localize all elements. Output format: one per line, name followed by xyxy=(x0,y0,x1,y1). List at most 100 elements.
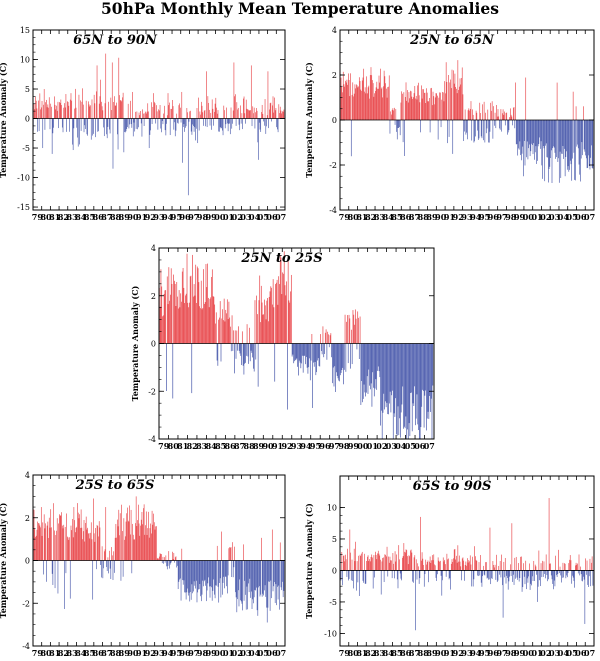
x-tick-label: 04 xyxy=(249,648,261,658)
bar xyxy=(521,120,522,161)
x-tick-label: 88 xyxy=(244,441,256,451)
bar xyxy=(431,555,433,571)
bar xyxy=(109,560,111,569)
bar xyxy=(143,118,145,126)
bar xyxy=(505,113,507,120)
bar xyxy=(429,561,430,571)
bar xyxy=(199,111,201,119)
bar xyxy=(52,560,54,585)
bar xyxy=(101,546,103,561)
bar xyxy=(404,120,405,156)
bar xyxy=(162,556,164,561)
bar xyxy=(480,113,481,120)
bar xyxy=(46,99,47,119)
bar xyxy=(59,515,61,561)
bar xyxy=(236,560,238,613)
bar xyxy=(565,120,567,158)
x-tick-label: 01 xyxy=(223,648,234,658)
bar xyxy=(389,556,391,571)
bar xyxy=(365,343,366,397)
bar xyxy=(421,343,423,407)
bar xyxy=(434,564,435,571)
bar xyxy=(181,271,183,344)
bar xyxy=(503,561,505,571)
bar xyxy=(487,570,489,578)
bar xyxy=(47,104,49,119)
bar xyxy=(137,520,138,561)
bar xyxy=(510,108,511,120)
bar xyxy=(336,343,338,376)
bar xyxy=(422,558,424,571)
bar xyxy=(152,106,154,119)
bar xyxy=(192,560,193,594)
bar xyxy=(161,118,163,122)
bar xyxy=(48,97,50,119)
x-tick-label: 00 xyxy=(214,648,226,658)
bar xyxy=(431,87,432,120)
bar xyxy=(427,101,429,120)
bar xyxy=(259,118,261,130)
bar xyxy=(233,330,234,344)
bar xyxy=(169,102,170,119)
bar xyxy=(244,560,246,581)
bar xyxy=(589,120,591,170)
bar xyxy=(245,560,247,610)
bar xyxy=(522,570,524,588)
bar xyxy=(276,560,277,606)
bar xyxy=(354,324,355,344)
bar xyxy=(345,554,346,571)
bar xyxy=(75,88,76,119)
bar xyxy=(114,96,115,119)
y-tick-label: 15 xyxy=(20,26,30,35)
bar xyxy=(437,557,439,571)
bar xyxy=(175,556,177,561)
bar xyxy=(151,102,152,119)
bar xyxy=(213,560,214,580)
bar xyxy=(156,105,157,119)
bar xyxy=(87,527,88,561)
bar xyxy=(211,276,212,344)
bar xyxy=(281,113,283,119)
bar xyxy=(285,295,287,344)
bar xyxy=(412,99,413,120)
panel-title: 25N to 25S xyxy=(240,251,322,266)
y-tick-label: 5 xyxy=(332,535,337,544)
bar xyxy=(111,110,112,119)
bar xyxy=(43,560,44,575)
bar xyxy=(395,109,397,120)
bar xyxy=(202,308,204,344)
bar xyxy=(488,570,490,580)
bar xyxy=(462,94,464,120)
bar xyxy=(580,120,582,159)
bar xyxy=(439,561,440,571)
bar xyxy=(394,551,396,571)
bar xyxy=(219,301,221,344)
bar xyxy=(64,560,65,609)
bar xyxy=(452,120,454,154)
bar xyxy=(88,101,89,119)
bar xyxy=(396,570,398,580)
bar xyxy=(400,102,402,120)
x-tick-label: 92 xyxy=(453,648,464,658)
x-tick-label: 05 xyxy=(405,441,416,451)
bar xyxy=(402,343,404,387)
bar xyxy=(431,105,433,120)
bar xyxy=(242,118,243,130)
bar xyxy=(174,283,176,344)
x-tick-label: 97 xyxy=(329,441,340,451)
bar xyxy=(553,120,555,148)
bar xyxy=(272,304,273,344)
bar xyxy=(399,120,401,136)
bar xyxy=(566,120,567,152)
bar xyxy=(571,120,573,181)
bar xyxy=(317,343,319,359)
x-tick-label: 80 xyxy=(168,441,180,451)
bar xyxy=(50,509,52,561)
bar xyxy=(192,118,193,125)
bar xyxy=(149,118,151,135)
bar xyxy=(405,82,407,120)
bar xyxy=(347,343,349,364)
bar xyxy=(156,526,157,561)
bar xyxy=(356,570,357,591)
bar xyxy=(244,343,246,364)
